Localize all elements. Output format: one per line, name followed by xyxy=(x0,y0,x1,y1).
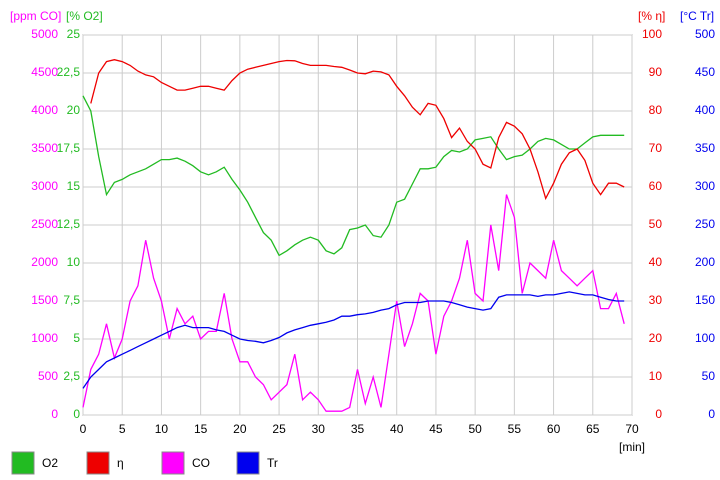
y-tick-label: 250 xyxy=(695,217,715,231)
x-tick-label: 5 xyxy=(119,422,126,436)
y-axis-label: [ppm CO] xyxy=(10,9,61,23)
y-tick-label: 0 xyxy=(708,407,715,421)
legend-swatch xyxy=(11,451,35,475)
y-tick-label: 4500 xyxy=(31,65,58,79)
x-tick-label: 40 xyxy=(390,422,404,436)
x-tick-label: 30 xyxy=(312,422,326,436)
legend-label: O2 xyxy=(42,456,58,470)
y-tick-label: 1000 xyxy=(31,331,58,345)
y-tick-label: 2000 xyxy=(31,255,58,269)
y-tick-label: 50 xyxy=(649,217,663,231)
y-tick-label: 20 xyxy=(67,103,81,117)
series-line xyxy=(82,291,625,389)
x-tick-label: 15 xyxy=(194,422,208,436)
y-tick-label: 40 xyxy=(649,255,663,269)
y-axis-label: [°C Tr] xyxy=(680,9,714,23)
y-tick-label: 1500 xyxy=(31,293,58,307)
x-tick-label: 0 xyxy=(80,422,87,436)
series-line xyxy=(82,194,625,412)
y-tick-label: 7,5 xyxy=(63,293,80,307)
legend-label: η xyxy=(117,456,124,470)
y-tick-label: 5 xyxy=(73,331,80,345)
x-axis-label: [min] xyxy=(619,440,645,454)
y-tick-label: 300 xyxy=(695,179,715,193)
x-tick-label: 70 xyxy=(625,422,639,436)
y-axis-label: [% O2] xyxy=(66,9,103,23)
y-tick-label: 2500 xyxy=(31,217,58,231)
y-tick-label: 2,5 xyxy=(63,369,80,383)
y-tick-label: 70 xyxy=(649,141,663,155)
y-tick-label: 4000 xyxy=(31,103,58,117)
y-tick-label: 350 xyxy=(695,141,715,155)
legend-label: Tr xyxy=(267,456,278,470)
series-line xyxy=(82,95,625,257)
x-tick-label: 20 xyxy=(233,422,247,436)
legend-swatch xyxy=(236,451,260,475)
y-tick-label: 500 xyxy=(695,27,715,41)
y-tick-label: 400 xyxy=(695,103,715,117)
y-tick-label: 150 xyxy=(695,293,715,307)
y-tick-label: 100 xyxy=(695,331,715,345)
legend-label: CO xyxy=(192,456,210,470)
y-tick-label: 10 xyxy=(649,369,663,383)
y-tick-label: 30 xyxy=(649,293,663,307)
y-tick-label: 17,5 xyxy=(57,141,81,155)
legend-swatch xyxy=(86,451,110,475)
y-tick-label: 22,5 xyxy=(57,65,81,79)
y-tick-label: 90 xyxy=(649,65,663,79)
y-tick-label: 20 xyxy=(649,331,663,345)
x-tick-label: 65 xyxy=(586,422,600,436)
x-tick-label: 35 xyxy=(351,422,365,436)
x-tick-label: 45 xyxy=(429,422,443,436)
y-tick-label: 60 xyxy=(649,179,663,193)
y-tick-label: 450 xyxy=(695,65,715,79)
y-tick-label: 3000 xyxy=(31,179,58,193)
x-tick-label: 60 xyxy=(547,422,561,436)
y-tick-label: 50 xyxy=(702,369,716,383)
x-tick-label: 50 xyxy=(468,422,482,436)
y-tick-label: 100 xyxy=(642,27,662,41)
y-tick-label: 200 xyxy=(695,255,715,269)
y-tick-label: 80 xyxy=(649,103,663,117)
y-tick-label: 0 xyxy=(51,407,58,421)
y-tick-label: 15 xyxy=(67,179,81,193)
y-tick-label: 10 xyxy=(67,255,81,269)
y-tick-label: 3500 xyxy=(31,141,58,155)
y-tick-label: 500 xyxy=(38,369,58,383)
series-line xyxy=(90,59,625,201)
y-axis-label: [% η] xyxy=(638,9,665,23)
x-tick-label: 25 xyxy=(272,422,286,436)
y-tick-label: 12,5 xyxy=(57,217,81,231)
y-tick-label: 25 xyxy=(67,27,81,41)
y-tick-label: 5000 xyxy=(31,27,58,41)
legend-swatch xyxy=(161,451,185,475)
x-tick-label: 55 xyxy=(508,422,522,436)
x-tick-label: 10 xyxy=(155,422,169,436)
y-tick-label: 0 xyxy=(73,407,80,421)
y-tick-label: 0 xyxy=(655,407,662,421)
